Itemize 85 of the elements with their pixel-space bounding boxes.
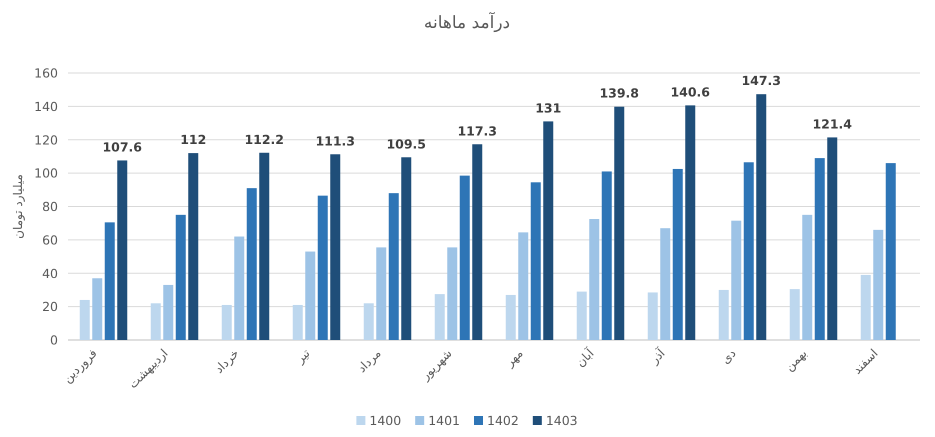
bar (117, 160, 128, 340)
bar (790, 289, 800, 340)
bar (376, 247, 386, 340)
y-tick-label: 120 (34, 132, 58, 148)
bar (543, 121, 554, 340)
bar (472, 144, 482, 340)
data-label: 107.6 (102, 139, 142, 154)
y-tick-label: 80 (42, 199, 58, 214)
x-tick-label: شهریور (417, 346, 455, 384)
x-tick-label: خرداد (212, 346, 242, 376)
bar (589, 219, 600, 340)
data-label: 112.2 (244, 132, 284, 147)
legend-label: 1402 (487, 413, 519, 428)
y-tick-label: 20 (42, 299, 58, 314)
data-label: 117.3 (457, 123, 498, 138)
x-tick-label: آذر (646, 345, 668, 368)
x-tick-label: تیر (292, 346, 313, 366)
bar (886, 163, 896, 340)
x-tick-label: فروردین (60, 346, 100, 386)
data-label: 147.3 (741, 73, 782, 88)
legend-label: 1401 (428, 413, 460, 428)
x-tick-label: دی (718, 346, 739, 367)
y-tick-label: 40 (42, 266, 58, 281)
bar (222, 304, 232, 340)
bar (92, 278, 102, 340)
bar (292, 304, 303, 340)
x-tick-label: آبان (572, 345, 598, 370)
data-label: 121.4 (812, 116, 852, 132)
bar (518, 232, 528, 340)
bar (364, 303, 374, 340)
x-tick-label: اردیبهشت (126, 346, 171, 392)
bar (614, 106, 624, 340)
bar (150, 303, 161, 340)
data-label: 109.5 (386, 136, 426, 152)
bar (672, 168, 683, 340)
bar (718, 290, 729, 340)
bar (80, 300, 90, 340)
bar (802, 214, 812, 340)
data-label: 112 (180, 132, 206, 148)
bar (602, 171, 612, 340)
x-tick-label: مهر (502, 346, 526, 370)
x-tick-label: اسفند (850, 346, 881, 377)
bar (188, 153, 198, 340)
x-tick-label: مرداد (354, 346, 384, 376)
bar (246, 188, 257, 340)
data-label: 131 (535, 100, 562, 116)
data-label: 111.3 (315, 133, 356, 148)
bar (685, 105, 696, 340)
bar (814, 158, 825, 340)
bar (318, 196, 328, 340)
bar (434, 294, 445, 340)
bar (330, 154, 340, 340)
y-axis-title: میلیارد تومان (11, 174, 25, 239)
y-tick-label: 100 (34, 166, 58, 181)
bar (388, 193, 399, 340)
bar (401, 157, 412, 340)
y-tick-label: 140 (34, 98, 58, 114)
y-tick-label: 0 (50, 332, 58, 348)
bar (860, 274, 871, 340)
data-label: 140.6 (670, 84, 710, 100)
y-tick-label: 60 (42, 232, 58, 248)
bar (576, 292, 587, 340)
bar (176, 214, 186, 340)
bar (744, 162, 754, 340)
bar (506, 294, 516, 340)
bar (234, 236, 244, 340)
y-tick-label: 160 (34, 66, 58, 80)
bar (305, 252, 316, 340)
chart-title: درآمد ماهانه (424, 12, 510, 33)
bar (648, 292, 658, 340)
bar (756, 94, 766, 340)
data-label: 139.8 (599, 86, 640, 101)
bar (873, 230, 884, 340)
bar (731, 220, 742, 340)
bar (460, 176, 470, 340)
bar (163, 284, 174, 340)
bar (827, 137, 838, 340)
bar (259, 152, 270, 340)
bar (660, 228, 670, 340)
bar (530, 182, 541, 340)
legend-label: 1400 (369, 413, 402, 428)
bar (447, 247, 458, 340)
legend-label: 1403 (546, 413, 578, 428)
x-tick-label: بهمن (782, 346, 810, 374)
bar (104, 222, 115, 340)
